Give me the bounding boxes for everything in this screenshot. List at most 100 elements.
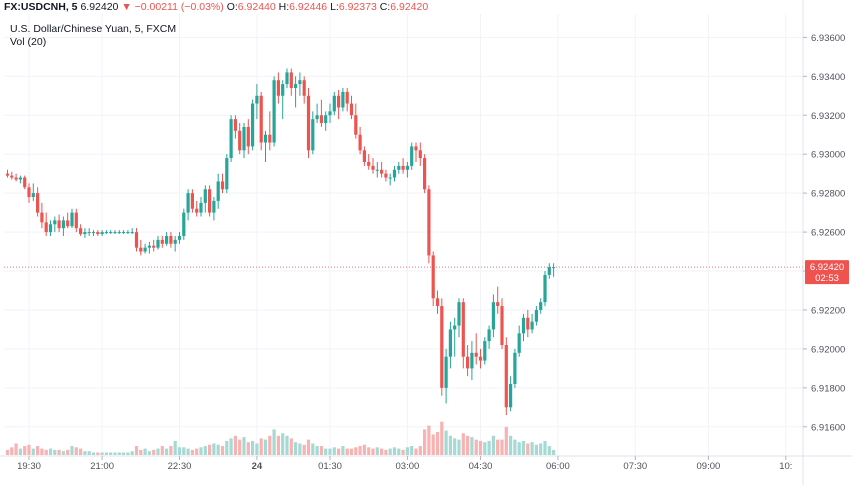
x-axis[interactable]: 19:30 21:00 22:30 24 01:30 03:00 04:30 06:00 07:… xyxy=(0,455,852,472)
volume-bar xyxy=(324,448,328,455)
candle-body xyxy=(238,130,242,151)
candle xyxy=(521,313,526,342)
candle-body xyxy=(371,165,375,170)
candle xyxy=(276,72,280,104)
candle-body xyxy=(83,232,87,235)
candle-body xyxy=(117,232,121,234)
candle-body xyxy=(367,161,371,166)
candle-body xyxy=(74,212,78,229)
candle xyxy=(401,158,405,174)
volume-bar xyxy=(96,452,100,455)
candle xyxy=(311,111,315,155)
candle-body xyxy=(332,95,336,112)
last-price-tag-value: 6.92420 xyxy=(810,262,844,273)
candle xyxy=(367,154,371,170)
volume-bar xyxy=(375,447,379,455)
candle xyxy=(10,171,14,180)
candle xyxy=(328,103,332,124)
volume-bar xyxy=(552,449,556,455)
candle-body xyxy=(139,247,143,252)
candle xyxy=(552,263,556,277)
close-value: 6.92420 xyxy=(390,1,429,13)
volume-bars xyxy=(5,421,556,455)
candle-body xyxy=(113,232,117,234)
candle-body xyxy=(337,95,341,108)
volume-bar xyxy=(83,451,87,455)
volume-bar xyxy=(414,448,418,455)
candle-body xyxy=(435,298,440,307)
volume-bar xyxy=(23,446,27,455)
candle xyxy=(182,208,186,240)
candle-body xyxy=(384,173,388,178)
candle xyxy=(143,243,147,254)
candle-body xyxy=(5,173,10,176)
volume-bar xyxy=(315,446,319,455)
volume-indicator-label[interactable]: Vol (20) xyxy=(10,36,47,48)
candle xyxy=(225,154,229,194)
volume-bar xyxy=(539,443,543,455)
candle-body xyxy=(44,222,48,233)
candle xyxy=(100,230,104,236)
volume-bar xyxy=(220,446,225,455)
candle xyxy=(526,309,530,338)
candle xyxy=(190,189,194,213)
candle xyxy=(457,298,461,338)
volume-bar xyxy=(427,425,431,455)
volume-bar xyxy=(380,448,384,455)
volume-bar xyxy=(319,446,323,455)
candle-body xyxy=(315,115,319,120)
volume-bar xyxy=(281,433,285,455)
volume-bar xyxy=(27,444,31,455)
volume-bar xyxy=(517,442,521,455)
x-tick-label: 21:00 xyxy=(90,461,114,472)
candle-body xyxy=(229,119,233,159)
candle-body xyxy=(53,220,57,225)
volume-bar xyxy=(190,449,194,455)
candle xyxy=(212,197,216,221)
volume-bar xyxy=(289,438,293,455)
candle-body xyxy=(36,193,40,213)
candle xyxy=(461,298,465,369)
candle-body xyxy=(358,134,362,151)
volume-bar xyxy=(212,443,216,455)
candle xyxy=(444,348,448,404)
volume-bar xyxy=(392,447,397,455)
candle-body xyxy=(126,232,130,234)
volume-bar xyxy=(216,444,220,455)
volume-bar xyxy=(461,433,465,455)
candle-body xyxy=(27,187,31,198)
candle xyxy=(324,111,328,131)
volume-bar xyxy=(294,442,298,455)
volume-bar xyxy=(229,438,233,455)
candle xyxy=(294,76,298,108)
volume-bar xyxy=(109,452,113,455)
candle-body xyxy=(509,383,513,408)
candle xyxy=(491,294,495,338)
candle xyxy=(483,337,487,365)
candle-body xyxy=(539,302,543,310)
x-tick-label: 24 xyxy=(252,461,263,472)
candle xyxy=(251,99,255,151)
volume-bar xyxy=(547,446,551,455)
volume-bar xyxy=(48,448,53,455)
y-tick-label: 6.93200 xyxy=(811,111,845,122)
candle-body xyxy=(208,189,212,213)
volume-bar xyxy=(401,449,405,455)
candle-body xyxy=(521,317,526,334)
candle xyxy=(517,325,521,357)
candle-body xyxy=(31,193,35,198)
volume-bar xyxy=(504,426,508,455)
volume-bar xyxy=(242,437,246,455)
candle xyxy=(504,337,508,416)
grid xyxy=(4,14,803,456)
y-axis[interactable]: 6.916006.918006.920006.922006.924006.926… xyxy=(802,0,849,485)
volume-bar xyxy=(87,451,91,455)
candle-body xyxy=(504,345,508,408)
volume-bar xyxy=(100,452,104,455)
candle xyxy=(203,185,207,213)
volume-bar xyxy=(470,437,474,455)
candle xyxy=(66,212,70,229)
candle-body xyxy=(354,115,358,135)
